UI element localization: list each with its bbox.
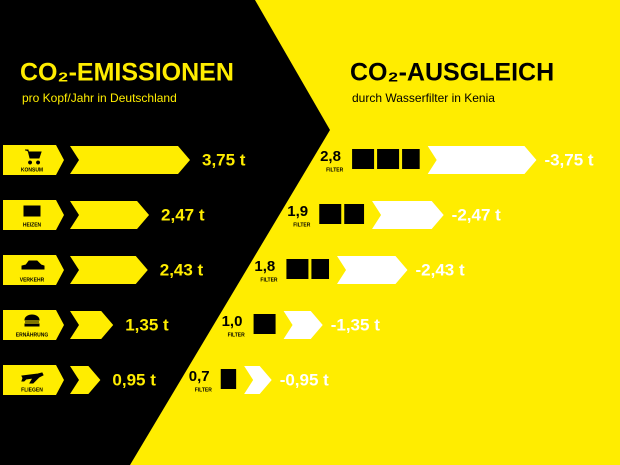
compensation-label: -2,47 t [452, 205, 501, 224]
filter-square [220, 369, 237, 389]
filter-label: FILTER [293, 222, 311, 228]
compensation-arrow [244, 366, 272, 394]
compensation-arrow [372, 201, 444, 229]
compensation-label: -0,95 t [280, 370, 329, 389]
emission-arrow [70, 201, 150, 229]
category-label: ERNÄHRUNG [16, 331, 49, 338]
filter-count: 1,0 [222, 313, 243, 330]
category-icon [24, 314, 40, 327]
emission-label: 3,75 t [202, 150, 246, 169]
filter-square [311, 259, 330, 279]
compensation-label: -2,43 t [415, 260, 464, 279]
category-badge [3, 255, 64, 285]
category-icon [23, 205, 41, 217]
filter-label: FILTER [228, 332, 246, 338]
emission-label: 2,43 t [160, 260, 204, 279]
filter-label: FILTER [260, 277, 278, 283]
category-icon [21, 260, 45, 270]
emission-label: 1,35 t [125, 315, 169, 334]
filter-count: 1,9 [287, 203, 308, 220]
compensation-label: -3,75 t [544, 150, 593, 169]
filter-label: FILTER [326, 167, 344, 173]
emission-arrow [70, 366, 101, 394]
dark-arrow-area [0, 0, 330, 465]
filter-square [352, 149, 375, 169]
category-label: KONSUM [21, 167, 43, 173]
panel-title: CO₂-AUSGLEICH [350, 59, 554, 87]
category-icon [25, 149, 42, 165]
panel-subtitle: pro Kopf/Jahr in Deutschland [22, 91, 177, 105]
compensation-arrow [283, 311, 323, 339]
filter-square [402, 149, 420, 169]
panel-subtitle: durch Wasserfilter in Kenia [352, 91, 495, 105]
filter-square [286, 259, 309, 279]
panel-title: CO₂-EMISSIONEN [20, 59, 234, 87]
emission-label: 0,95 t [112, 370, 156, 389]
emission-arrow [70, 311, 114, 339]
filter-label: FILTER [195, 387, 213, 393]
filter-count: 0,7 [189, 368, 210, 385]
filter-count: 1,8 [254, 258, 275, 275]
compensation-label: -1,35 t [331, 315, 380, 334]
filter-square [253, 314, 276, 334]
compensation-arrow [427, 146, 537, 174]
emission-arrow [70, 256, 148, 284]
emission-arrow [70, 146, 190, 174]
category-label: FLIEGEN [21, 387, 43, 393]
category-icon [21, 372, 44, 384]
filter-square [319, 204, 342, 224]
category-label: HEIZEN [23, 222, 42, 228]
category-label: VERKEHR [20, 277, 45, 283]
category-badge [3, 145, 64, 175]
compensation-arrow [337, 256, 408, 284]
filter-count: 2,8 [320, 148, 341, 165]
filter-square [344, 204, 365, 224]
filter-square [377, 149, 400, 169]
emission-label: 2,47 t [161, 205, 205, 224]
